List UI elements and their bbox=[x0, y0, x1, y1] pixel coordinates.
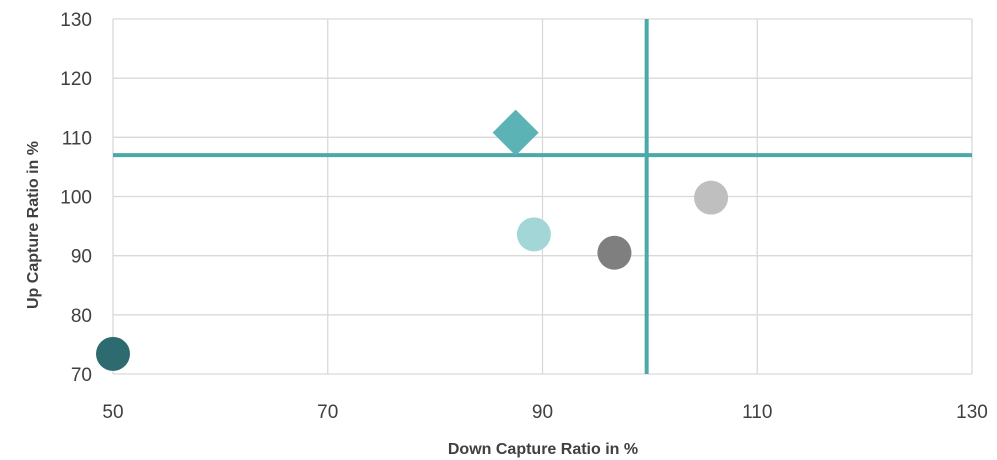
data-point-diamond bbox=[492, 109, 539, 156]
data-point-circle bbox=[516, 217, 551, 252]
data-point-circle bbox=[597, 235, 632, 270]
x-tick-label: 110 bbox=[742, 402, 772, 423]
data-point-circle bbox=[96, 336, 130, 371]
x-tick-label: 70 bbox=[317, 402, 338, 423]
y-axis-label: Up Capture Ratio in % bbox=[25, 141, 42, 309]
x-axis-label: Down Capture Ratio in % bbox=[448, 441, 638, 458]
y-tick-label: 90 bbox=[71, 247, 92, 268]
y-tick-label: 70 bbox=[71, 365, 92, 386]
x-tick-label: 90 bbox=[532, 402, 553, 423]
x-tick-label: 50 bbox=[102, 402, 123, 423]
data-points bbox=[96, 109, 729, 371]
x-tick-labels: 50 70 90 110 130 bbox=[102, 402, 987, 423]
y-tick-label: 80 bbox=[71, 306, 92, 327]
gridlines bbox=[112, 18, 973, 375]
y-tick-labels: 70 80 90 100 110 120 130 bbox=[60, 10, 92, 386]
y-tick-label: 100 bbox=[60, 188, 92, 209]
y-tick-label: 110 bbox=[62, 128, 92, 149]
x-tick-label: 130 bbox=[956, 402, 988, 423]
y-tick-label: 130 bbox=[60, 10, 92, 31]
y-tick-label: 120 bbox=[60, 69, 92, 90]
data-point-circle bbox=[694, 180, 729, 215]
reference-lines bbox=[113, 19, 972, 374]
